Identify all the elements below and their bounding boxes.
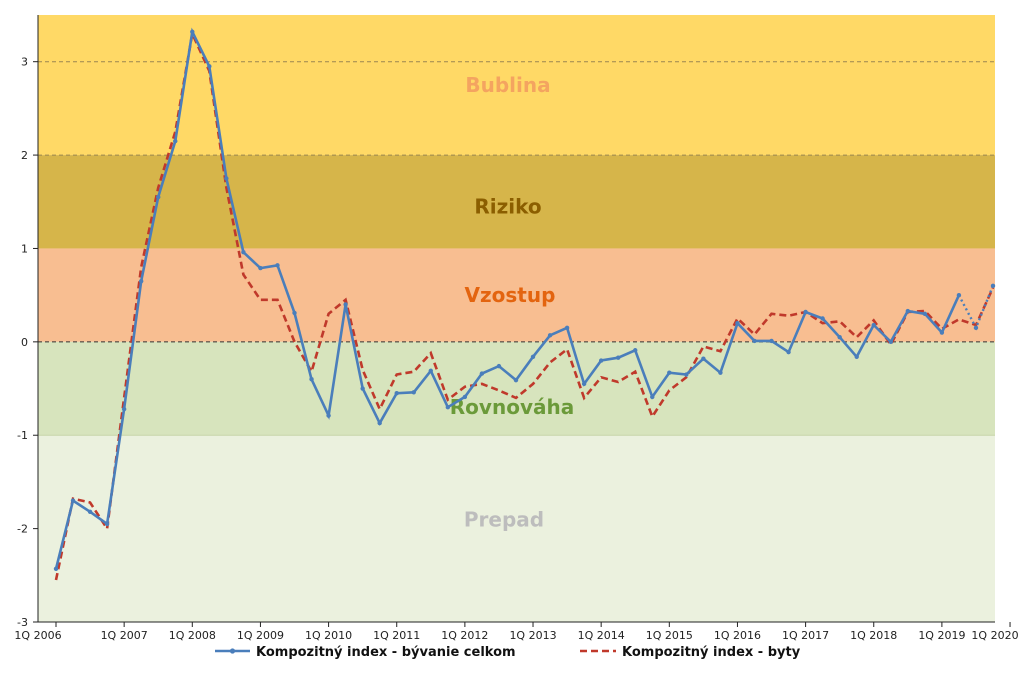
axes-layer: 3 2 1 0 -1 -2 -31Q 2006 1Q 2007 1Q 2008 1Q 2009 1Q… — [14, 15, 1019, 642]
series-point-celkom — [684, 372, 689, 377]
series-point-celkom — [530, 354, 536, 359]
series-point-celkom — [462, 394, 468, 400]
series-point-celkom — [718, 370, 723, 375]
x-tick-label: 1Q 2007 — [101, 629, 148, 642]
x-tick-label: 1Q 2014 — [578, 629, 625, 642]
x-tick-label: 1Q 2013 — [509, 629, 556, 642]
series-point-celkom — [888, 339, 893, 345]
legend-marker-celkom — [229, 648, 236, 654]
y-tick-label: 3 — [21, 56, 28, 69]
series-point-celkom — [496, 363, 502, 369]
zone-band-riziko — [38, 155, 995, 249]
series-point-celkom — [633, 348, 638, 353]
series-point-celkom — [769, 338, 774, 344]
series-point-celkom — [190, 29, 195, 35]
series-point-celkom — [905, 308, 911, 314]
series-point-celkom — [343, 302, 348, 307]
series-point-celkom — [70, 498, 76, 503]
y-tick-label: -1 — [17, 429, 28, 442]
series-point-celkom — [138, 278, 144, 284]
x-tick-label: 1Q 2017 — [782, 629, 829, 642]
x-tick-label: 1Q 2019 — [918, 629, 965, 642]
x-tick-label: 1Q 2006 — [14, 629, 61, 642]
x-tick-label: 1Q 2020 — [971, 629, 1018, 642]
x-tick-label: 1Q 2012 — [441, 629, 488, 642]
series-point-celkom — [292, 310, 297, 316]
series-point-celkom — [837, 334, 842, 340]
x-tick-label: 1Q 2009 — [237, 629, 284, 642]
series-point-celkom — [411, 390, 416, 395]
legend-layer: Kompozitný index - bývanie celkom Kompozi… — [215, 645, 801, 660]
series-line-celkom — [54, 27, 961, 570]
series-point-celkom — [650, 394, 655, 400]
y-tick-label: -3 — [17, 616, 28, 629]
series-layer — [53, 27, 996, 581]
series-point-celkom — [667, 370, 672, 375]
series-point-celkom — [956, 292, 962, 298]
series-point-celkom — [53, 566, 59, 571]
series-point-celkom — [598, 358, 604, 363]
series-point-celkom — [428, 368, 433, 373]
series-point-celkom — [547, 333, 553, 338]
series-point-celkom — [104, 521, 110, 527]
series-point-celkom — [786, 349, 791, 355]
series-point-celkom — [326, 413, 331, 418]
series-point-celkom — [973, 325, 979, 331]
x-tick-label: 1Q 2008 — [169, 629, 216, 642]
zone-label-vzostup: Vzostup — [465, 283, 556, 307]
series-point-celkom — [922, 311, 928, 317]
series-point-celkom — [990, 283, 996, 289]
series-point-celkom — [87, 509, 93, 515]
zone-band-prepad — [38, 435, 995, 622]
series-point-celkom — [513, 377, 519, 383]
series-point-celkom — [121, 406, 127, 412]
series-point-celkom — [564, 325, 570, 331]
series-point-celkom — [803, 309, 808, 315]
zone-label-prepad: Prepad — [464, 507, 544, 531]
series-point-celkom — [258, 265, 263, 271]
x-tick-label: 1Q 2018 — [850, 629, 897, 642]
series-point-celkom — [616, 355, 621, 360]
series-point-celkom — [241, 249, 246, 255]
series-point-celkom — [156, 194, 161, 200]
x-tick-label: 1Q 2015 — [646, 629, 693, 642]
series-point-celkom — [479, 371, 485, 376]
legend-label-celkom: Kompozitný index - bývanie celkom — [256, 645, 516, 660]
series-point-celkom — [275, 263, 280, 268]
x-tick-label: 1Q 2016 — [714, 629, 761, 642]
y-tick-label: 0 — [21, 336, 28, 349]
series-point-celkom — [939, 330, 945, 335]
y-tick-label: 1 — [21, 242, 28, 255]
series-point-celkom — [394, 391, 399, 396]
series-point-celkom — [735, 320, 740, 326]
legend-label-byty: Kompozitný index - byty — [622, 645, 801, 660]
series-point-celkom — [445, 405, 451, 410]
zone-label-bublina: Bublina — [465, 73, 550, 97]
series-point-celkom — [871, 322, 876, 328]
series-point-celkom — [854, 354, 859, 359]
series-point-celkom — [752, 338, 757, 344]
x-tick-label: 1Q 2010 — [305, 629, 352, 642]
grid-layer: Bublina Riziko Vzostup Rovnováha Prepad — [38, 61, 995, 531]
y-tick-label: -2 — [17, 523, 28, 536]
series-point-celkom — [309, 377, 314, 382]
zone-band-rovnováha — [38, 341, 995, 436]
series-point-celkom — [224, 176, 229, 181]
zones-layer — [38, 15, 995, 622]
zone-label-rovnováha: Rovnováha — [450, 395, 574, 419]
x-tick-label: 1Q 2011 — [373, 629, 420, 642]
series-point-celkom — [173, 138, 178, 144]
series-point-celkom — [377, 420, 382, 426]
series-point-celkom — [820, 316, 825, 321]
zone-band-vzostup — [38, 248, 995, 342]
series-point-celkom — [207, 64, 212, 69]
zone-label-riziko: Riziko — [474, 194, 541, 218]
series-point-celkom — [701, 356, 706, 361]
zone-band-bublina — [38, 15, 995, 156]
series-point-celkom — [360, 386, 365, 391]
series-point-celkom — [581, 381, 587, 387]
y-tick-label: 2 — [21, 149, 28, 162]
